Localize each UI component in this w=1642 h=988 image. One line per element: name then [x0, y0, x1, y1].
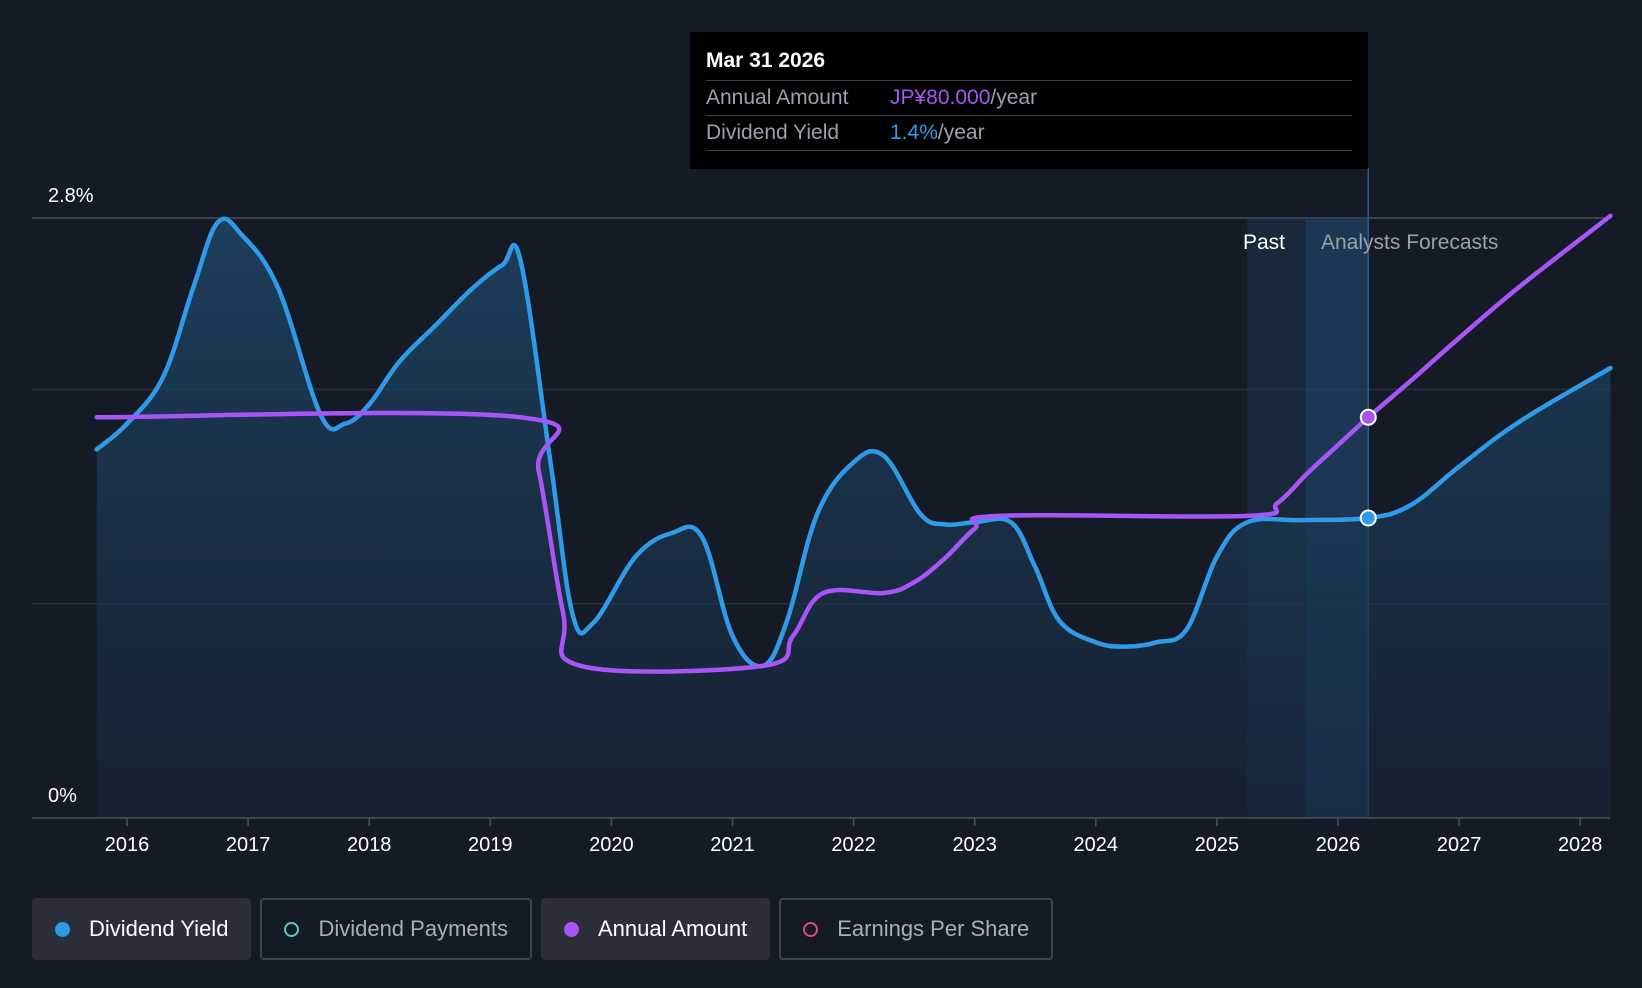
- legend-dividend-yield-label: Dividend Yield: [89, 916, 229, 941]
- x-tick-label: 2023: [952, 834, 997, 856]
- highlight-points[interactable]: [1359, 408, 1377, 527]
- x-tick-label: 2025: [1195, 834, 1240, 856]
- x-tick-label: 2026: [1316, 834, 1361, 856]
- x-tick-label: 2027: [1437, 834, 1482, 856]
- x-tick-label: 2017: [226, 834, 271, 856]
- legend-earnings-per-share-button[interactable]: Earnings Per Share: [779, 898, 1054, 960]
- series-lines: [94, 213, 1613, 819]
- legend-earnings-per-share-dot-icon: [803, 921, 819, 937]
- x-tick-label: 2028: [1558, 834, 1603, 856]
- x-axis: 2016 2017 2018 2019 2020 2021 2022 2023 2024 2025…: [32, 817, 1610, 856]
- x-tick-label: 2024: [1074, 834, 1119, 856]
- annual-amount-highlight-point: [1359, 408, 1377, 426]
- x-tick-label: 2018: [347, 834, 392, 856]
- dividend-yield-line: [94, 216, 1613, 669]
- past-label: Past: [1243, 231, 1285, 254]
- forecast-label: Analysts Forecasts: [1321, 231, 1498, 254]
- tooltip-date: Mar 31 2026: [706, 46, 1352, 81]
- tooltip-amount-label: Annual Amount: [706, 86, 849, 109]
- y-tick-max: 2.8%: [48, 185, 94, 207]
- chart-legend: Dividend Yield Dividend Payments Annual …: [32, 898, 1054, 960]
- dividend-yield-area: [96, 218, 1611, 819]
- y-tick-min: 0%: [48, 785, 77, 807]
- tooltip-row-yield: Dividend Yield 1.4% /year: [706, 116, 1352, 151]
- x-tick-label: 2016: [105, 834, 150, 856]
- legend-dividend-yield-dot-icon: [55, 921, 70, 937]
- tooltip-amount-value: JP¥80.000: [890, 86, 991, 109]
- legend-annual-amount-dot-icon: [563, 921, 579, 937]
- x-tick-label: 2022: [831, 834, 876, 856]
- tooltip-yield-unit: /year: [937, 121, 985, 144]
- x-tick-label: 2021: [710, 834, 755, 856]
- chart-tooltip: Mar 31 2026 Annual Amount JP¥80.000 /yea…: [690, 32, 1368, 169]
- tooltip-amount-unit: /year: [990, 86, 1038, 109]
- legend-annual-amount-label: Annual Amount: [597, 916, 748, 941]
- x-tick-label: 2020: [589, 834, 634, 856]
- legend-dividend-payments-label: Dividend Payments: [318, 916, 508, 941]
- tooltip-yield-label: Dividend Yield: [706, 121, 840, 144]
- legend-dividend-yield-button[interactable]: Dividend Yield: [32, 898, 252, 960]
- tooltip-row-amount: Annual Amount JP¥80.000 /year: [706, 81, 1352, 116]
- dividend-yield-highlight-point: [1359, 509, 1377, 527]
- x-tick-label: 2019: [468, 834, 513, 856]
- legend-dividend-payments-button[interactable]: Dividend Payments: [260, 898, 532, 960]
- legend-annual-amount-button[interactable]: Annual Amount: [540, 898, 771, 960]
- legend-dividend-payments-dot-icon: [284, 921, 300, 937]
- legend-earnings-per-share-label: Earnings Per Share: [837, 916, 1030, 941]
- tooltip-yield-value: 1.4%: [890, 121, 938, 144]
